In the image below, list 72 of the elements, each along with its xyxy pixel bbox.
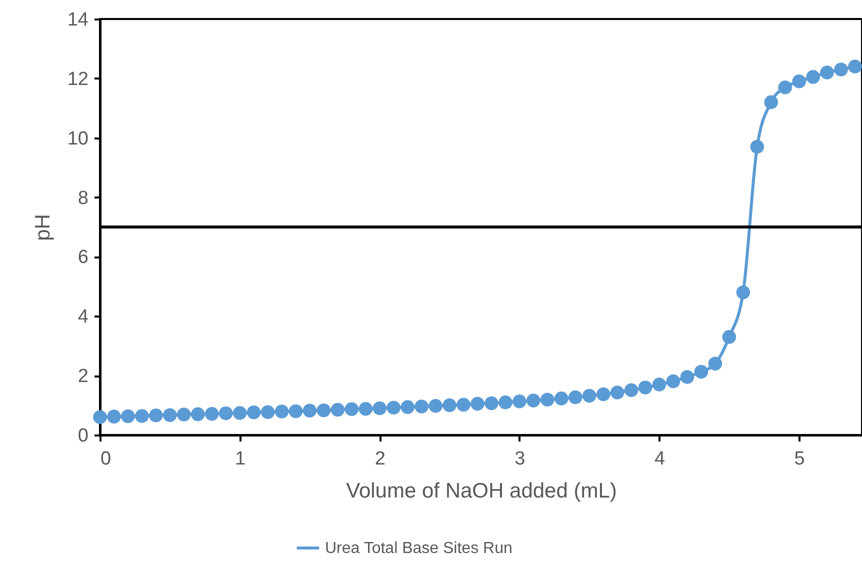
point (386, 400, 401, 415)
point (694, 364, 708, 379)
point (456, 398, 470, 412)
point (582, 388, 596, 403)
point (218, 406, 233, 420)
point (596, 387, 610, 402)
point (372, 401, 387, 416)
point (820, 66, 834, 80)
y-tick-label: 6 (78, 247, 88, 268)
point (93, 410, 107, 424)
point (316, 403, 331, 418)
point (163, 408, 177, 422)
point (568, 390, 582, 404)
point (540, 392, 554, 407)
point (330, 402, 345, 417)
point (722, 330, 736, 344)
point (778, 80, 792, 94)
x-tick-label: 5 (794, 448, 805, 470)
y-tick-label: 14 (67, 10, 89, 30)
point (526, 394, 540, 408)
point (121, 409, 135, 424)
point (652, 378, 666, 392)
point (107, 410, 121, 424)
point (428, 399, 442, 413)
point (498, 395, 512, 410)
x-axis-title: Volume of NaOH added (mL) (346, 480, 617, 502)
legend-label: Urea Total Base Sites Run (325, 540, 512, 557)
point (806, 70, 820, 84)
point (554, 392, 568, 406)
x-tick-label: 0 (100, 448, 112, 470)
point (484, 396, 498, 410)
y-tick-label: 8 (78, 188, 88, 209)
point (149, 408, 163, 422)
point (624, 383, 638, 398)
y-axis-title: pH (31, 214, 54, 241)
point (260, 405, 275, 419)
point (344, 402, 359, 416)
point (750, 140, 764, 154)
point (736, 285, 750, 300)
point (288, 404, 303, 418)
y-tick-label: 12 (67, 68, 88, 90)
point (834, 62, 848, 76)
point (848, 60, 862, 74)
point (610, 386, 624, 400)
point (638, 380, 652, 394)
point (414, 400, 428, 414)
point (666, 374, 680, 388)
point (246, 406, 261, 420)
point (302, 404, 317, 418)
y-tick-label: 0 (78, 426, 88, 446)
x-tick-label: 3 (514, 448, 526, 470)
point (274, 404, 289, 418)
point (680, 370, 694, 384)
point (204, 407, 219, 421)
point (177, 408, 191, 422)
point (792, 74, 806, 88)
x-tick-label: 4 (654, 448, 666, 470)
point (358, 402, 373, 416)
point (512, 394, 526, 408)
point (442, 398, 456, 412)
point (400, 400, 414, 414)
x-tick-label: 2 (374, 448, 386, 470)
x-tick-label: 1 (235, 448, 246, 470)
y-tick-label: 4 (78, 306, 89, 328)
y-tick-label: 2 (78, 366, 88, 388)
point (190, 407, 205, 422)
point (470, 396, 484, 411)
point (135, 409, 149, 423)
point (764, 95, 778, 110)
point (708, 356, 722, 371)
point (232, 406, 247, 420)
y-tick-label: 10 (67, 128, 88, 150)
